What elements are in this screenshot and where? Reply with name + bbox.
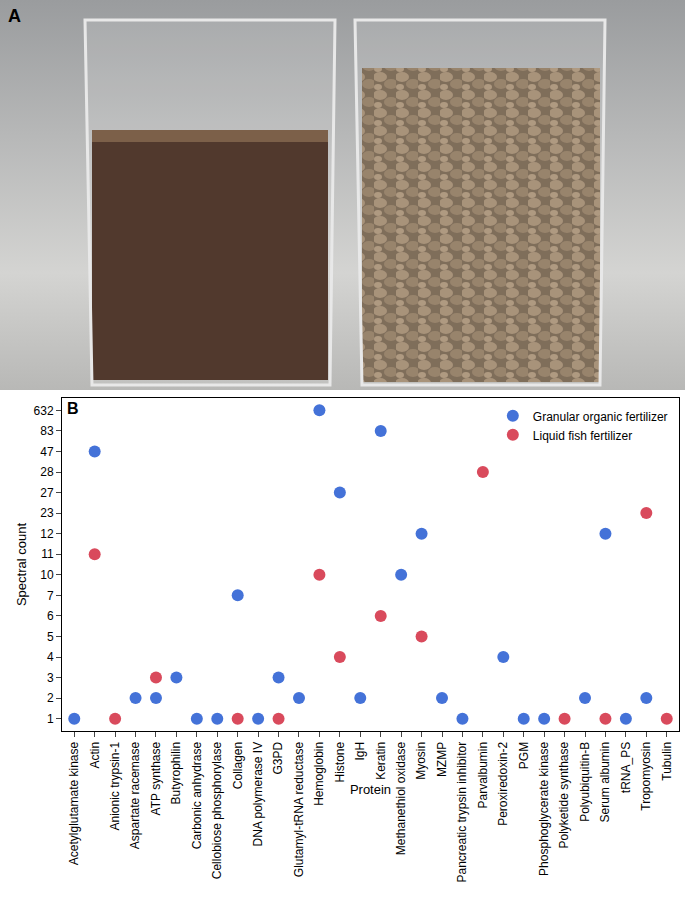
svg-text:Polyubiquitin-B: Polyubiquitin-B	[578, 742, 592, 822]
svg-text:47: 47	[40, 445, 54, 459]
svg-text:Collagen: Collagen	[231, 742, 245, 789]
svg-text:Keratin: Keratin	[374, 742, 388, 780]
svg-text:Actin: Actin	[88, 742, 102, 769]
svg-text:1: 1	[47, 712, 54, 726]
svg-text:83: 83	[40, 424, 54, 438]
svg-text:Myosin: Myosin	[414, 742, 428, 780]
svg-text:Tropomyosin: Tropomyosin	[639, 742, 653, 811]
svg-text:Carbonic anhydrase: Carbonic anhydrase	[190, 741, 204, 849]
svg-text:Methanethiol oxidase: Methanethiol oxidase	[394, 741, 408, 855]
svg-text:Granular organic fertilizer: Granular organic fertilizer	[533, 410, 668, 424]
svg-text:23: 23	[40, 506, 54, 520]
svg-text:tRNA_PS: tRNA_PS	[619, 742, 633, 793]
svg-text:Histone: Histone	[333, 741, 347, 782]
svg-text:Polyketide synthase: Polyketide synthase	[557, 741, 571, 848]
svg-text:27: 27	[40, 486, 54, 500]
svg-text:12: 12	[40, 527, 54, 541]
svg-text:B: B	[67, 400, 79, 417]
svg-text:4: 4	[47, 650, 54, 664]
svg-text:ATP synthase: ATP synthase	[149, 741, 163, 815]
svg-text:Aspartate racemase: Aspartate racemase	[128, 741, 142, 849]
svg-text:Glutamyl-tRNA reductase: Glutamyl-tRNA reductase	[292, 741, 306, 877]
svg-text:28: 28	[40, 465, 54, 479]
svg-text:PGM: PGM	[517, 742, 531, 769]
svg-text:10: 10	[40, 568, 54, 582]
svg-text:Spectral count: Spectral count	[14, 523, 29, 606]
svg-text:2: 2	[47, 691, 54, 705]
svg-text:Pancreatic trypsin inhibitor: Pancreatic trypsin inhibitor	[455, 742, 469, 883]
svg-text:Acetylglutamate kinase: Acetylglutamate kinase	[67, 741, 81, 865]
svg-text:Phosphoglycerate kinase: Phosphoglycerate kinase	[537, 741, 551, 875]
svg-text:5: 5	[47, 630, 54, 644]
svg-text:MZMP: MZMP	[435, 742, 449, 777]
svg-text:DNA polymerase IV: DNA polymerase IV	[251, 742, 265, 847]
svg-text:11: 11	[41, 547, 54, 561]
svg-text:Protein: Protein	[350, 782, 391, 797]
svg-text:G3PD: G3PD	[271, 741, 285, 774]
svg-text:A: A	[8, 6, 21, 26]
svg-text:Anionic trypsin-1: Anionic trypsin-1	[108, 741, 122, 830]
svg-text:Hemoglobin: Hemoglobin	[312, 742, 326, 806]
svg-text:Peroxiredoxin-2: Peroxiredoxin-2	[496, 741, 510, 825]
svg-text:7: 7	[47, 589, 54, 603]
svg-text:Liquid fish fertilizer: Liquid fish fertilizer	[533, 429, 632, 443]
svg-text:Cellobiose phosphorylase: Cellobiose phosphorylase	[210, 741, 224, 879]
svg-text:6: 6	[47, 609, 54, 623]
svg-text:Tubulin: Tubulin	[660, 742, 674, 781]
svg-text:3: 3	[47, 671, 54, 685]
svg-text:Butyrophilin: Butyrophilin	[169, 742, 183, 805]
svg-text:632: 632	[34, 404, 54, 418]
svg-text:Parvalbumin: Parvalbumin	[476, 742, 490, 809]
svg-text:IgH: IgH	[353, 742, 367, 761]
svg-text:Serum albumin: Serum albumin	[598, 742, 612, 823]
